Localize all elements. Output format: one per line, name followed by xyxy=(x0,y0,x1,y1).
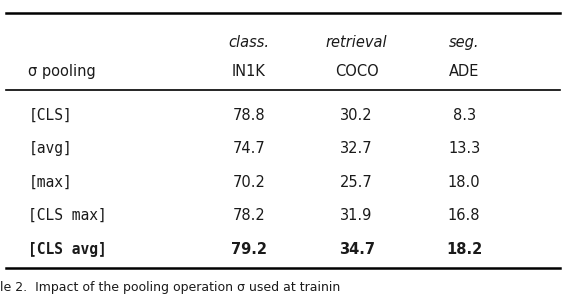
Text: 78.8: 78.8 xyxy=(233,108,265,123)
Text: [max]: [max] xyxy=(28,175,72,190)
Text: COCO: COCO xyxy=(335,65,379,79)
Text: 8.3: 8.3 xyxy=(453,108,475,123)
Text: 32.7: 32.7 xyxy=(340,141,373,156)
Text: [CLS max]: [CLS max] xyxy=(28,208,107,223)
Text: 18.2: 18.2 xyxy=(446,242,482,257)
Text: 18.0: 18.0 xyxy=(448,175,481,190)
Text: σ pooling: σ pooling xyxy=(28,65,96,79)
Text: le 2.  Impact of the pooling operation σ used at trainin: le 2. Impact of the pooling operation σ … xyxy=(0,281,340,294)
Text: [avg]: [avg] xyxy=(28,141,72,156)
Text: seg.: seg. xyxy=(449,36,479,50)
Text: 34.7: 34.7 xyxy=(338,242,375,257)
Text: 79.2: 79.2 xyxy=(231,242,267,257)
Text: 31.9: 31.9 xyxy=(340,208,373,223)
Text: [CLS]: [CLS] xyxy=(28,108,72,123)
Text: IN1K: IN1K xyxy=(232,65,266,79)
Text: 70.2: 70.2 xyxy=(233,175,265,190)
Text: retrieval: retrieval xyxy=(326,36,387,50)
Text: ADE: ADE xyxy=(449,65,479,79)
Text: 30.2: 30.2 xyxy=(340,108,373,123)
Text: [CLS avg]: [CLS avg] xyxy=(28,242,107,257)
Text: 74.7: 74.7 xyxy=(233,141,265,156)
Text: 16.8: 16.8 xyxy=(448,208,481,223)
Text: class.: class. xyxy=(229,36,269,50)
Text: 25.7: 25.7 xyxy=(340,175,373,190)
Text: 78.2: 78.2 xyxy=(233,208,265,223)
Text: 13.3: 13.3 xyxy=(448,141,480,156)
